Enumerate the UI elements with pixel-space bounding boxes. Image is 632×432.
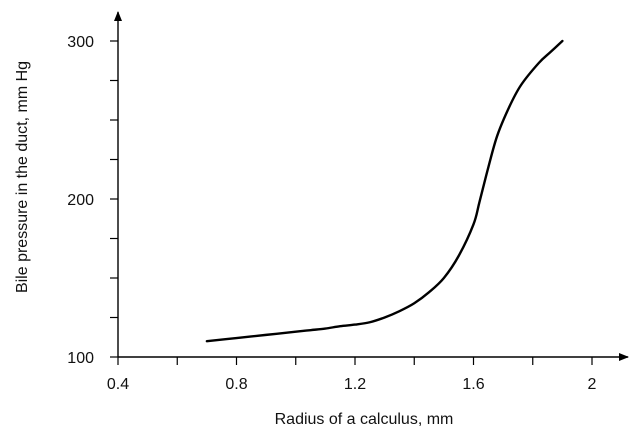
x-tick-label: 0.8: [225, 376, 247, 393]
series-line: [205, 39, 564, 343]
y-tick-label: 200: [67, 192, 94, 209]
tick-labels: 0.4 0.8 1.2 1.6 2 100 200 300: [67, 34, 596, 393]
x-axis-label: Radius of a calculus, mm: [275, 411, 454, 428]
x-tick-label: 2: [588, 376, 597, 393]
y-tick-label: 100: [67, 350, 94, 367]
series-layer: [205, 39, 564, 343]
x-tick-label: 1.2: [344, 376, 366, 393]
ticks: [110, 40, 593, 365]
x-tick-label: 0.4: [107, 376, 129, 393]
y-axis-label: Bile pressure in the duct, mm Hg: [14, 61, 31, 293]
y-tick-label: 300: [67, 34, 94, 51]
x-tick-label: 1.6: [462, 376, 484, 393]
axes: [114, 11, 629, 361]
